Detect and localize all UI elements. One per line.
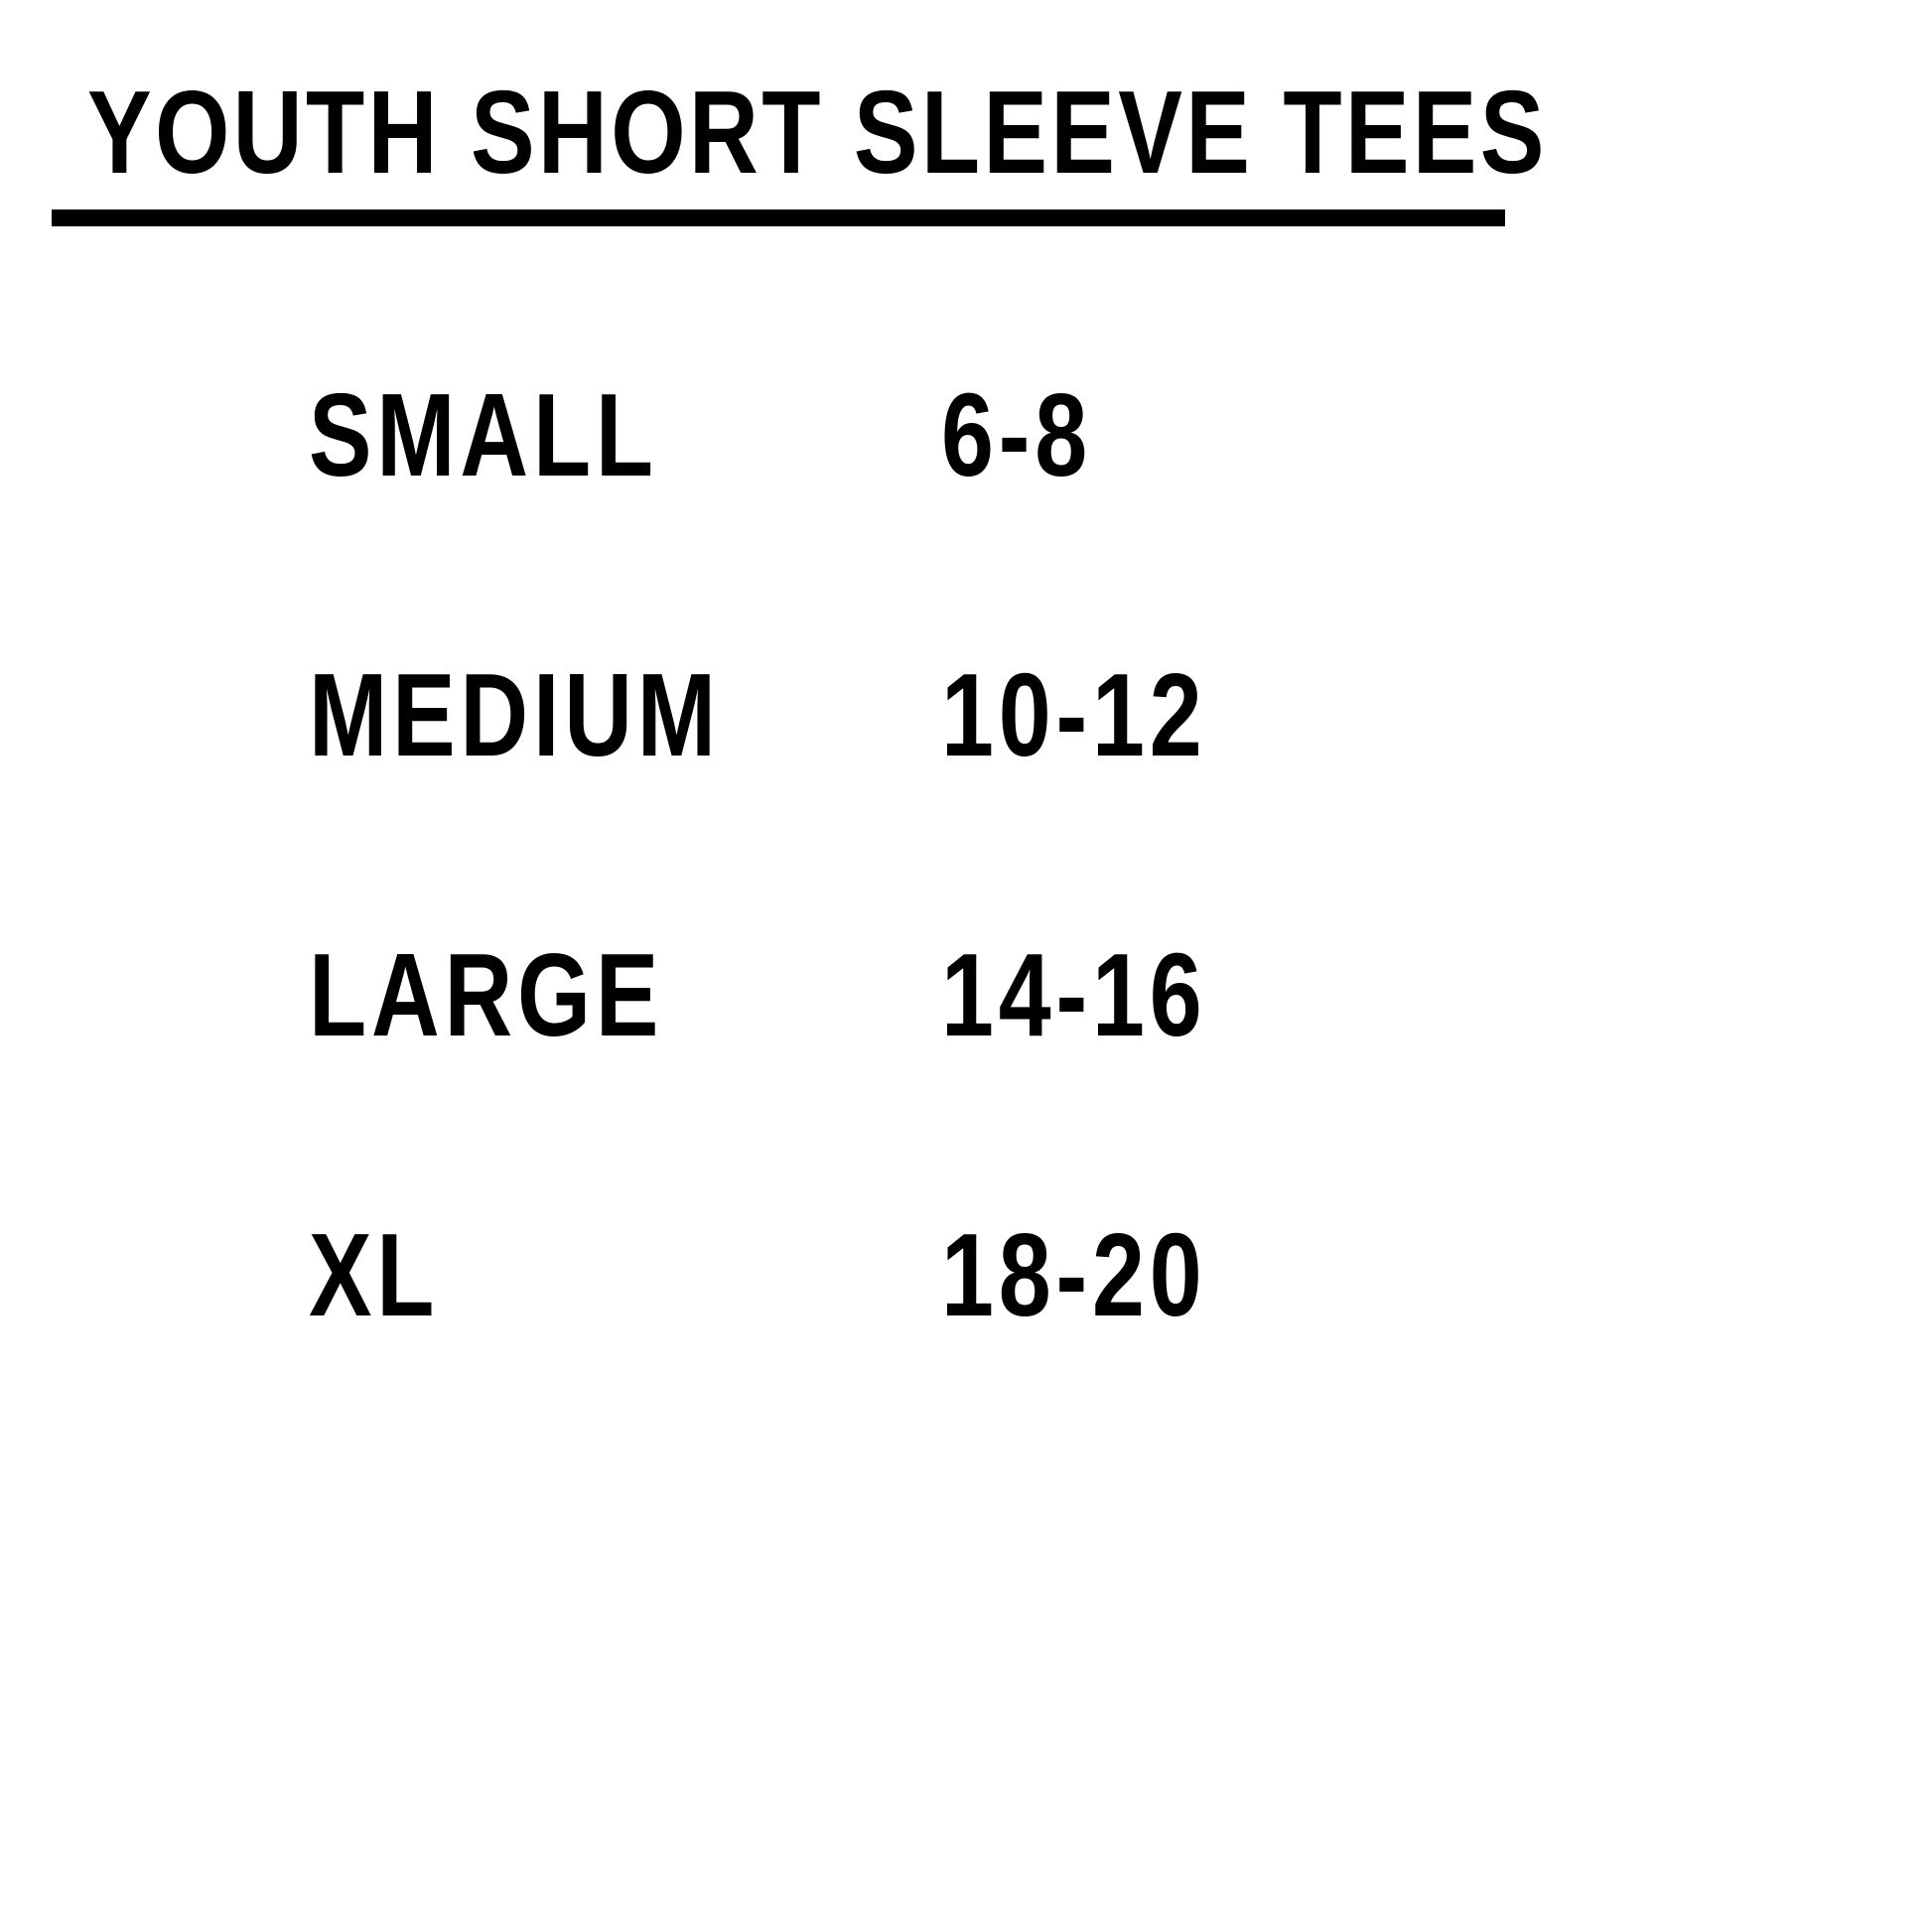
size-range-large: 14-16 — [941, 929, 1207, 1061]
size-label-small: SMALL — [309, 369, 658, 501]
size-range-small: 6-8 — [941, 369, 1092, 501]
size-label-medium: MEDIUM — [309, 649, 721, 781]
size-range-medium: 10-12 — [941, 649, 1207, 781]
size-label-large: LARGE — [309, 929, 664, 1061]
title-divider — [52, 209, 1505, 226]
page-title: YOUTH SHORT SLEEVE TEES — [87, 67, 1548, 199]
size-label-xl: XL — [309, 1209, 440, 1341]
size-range-xl: 18-20 — [941, 1209, 1207, 1341]
